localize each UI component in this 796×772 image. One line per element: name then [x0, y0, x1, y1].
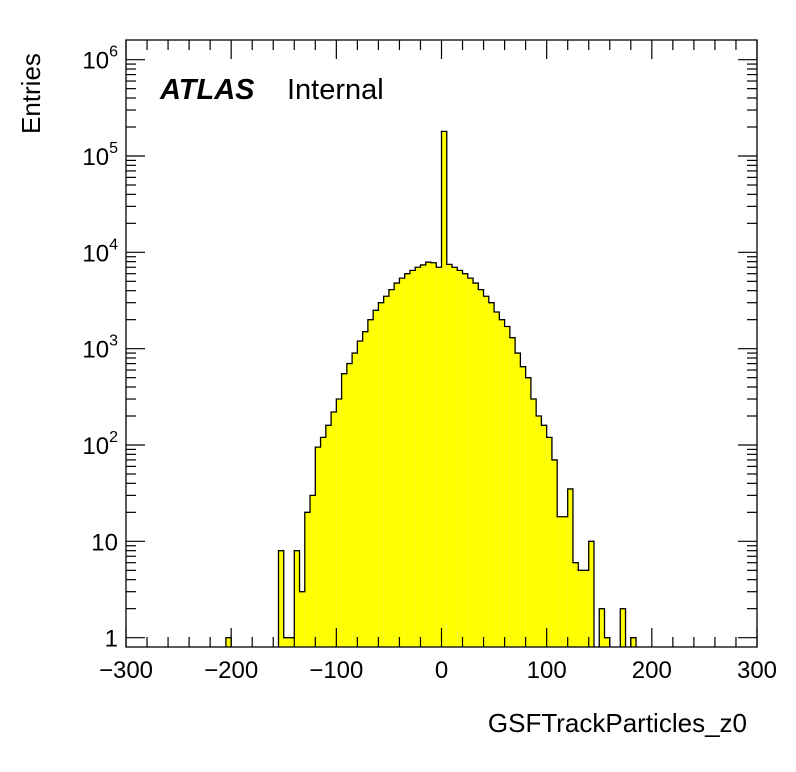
y-tick-label: 1 — [105, 626, 118, 653]
histogram-bar — [388, 289, 395, 647]
histogram-bar — [383, 296, 389, 647]
histogram-bar — [336, 399, 342, 647]
histogram-bar — [341, 373, 347, 647]
histogram-bar — [373, 310, 379, 647]
histogram-bar — [572, 562, 579, 647]
histogram-bar — [399, 278, 405, 647]
histogram-bar — [578, 570, 584, 647]
histogram-outline — [225, 130, 637, 647]
histogram-bar — [310, 495, 316, 647]
histogram-bar — [557, 516, 563, 647]
histogram-bar — [278, 550, 284, 647]
y-tick-label: 102 — [82, 429, 118, 460]
histogram-bar — [299, 591, 305, 647]
x-tick-label: 0 — [435, 657, 448, 684]
histogram-bar — [452, 267, 458, 647]
histogram-bars — [225, 131, 637, 647]
histogram-bar — [583, 570, 589, 647]
histogram-bar — [289, 637, 295, 647]
y-tick-label: 10 — [91, 529, 118, 556]
y-tick-labels: 1 10 102 103 104 105 106 — [82, 44, 118, 653]
histogram-bar — [304, 512, 311, 647]
histogram-bar — [404, 273, 410, 647]
y-tick-label: 104 — [82, 236, 118, 267]
histogram-bar — [541, 425, 547, 647]
histogram-bar — [546, 437, 552, 647]
x-tick-label: 300 — [737, 657, 777, 684]
histogram-bar — [504, 326, 510, 647]
y-tick-label: 106 — [82, 44, 118, 75]
histogram-bar — [536, 415, 542, 647]
axis-ticks — [125, 40, 758, 647]
histogram-bar — [483, 296, 489, 647]
x-tick-label: 200 — [632, 657, 672, 684]
histogram-bar — [436, 267, 442, 647]
histogram-bar — [446, 264, 453, 647]
histogram-bar — [473, 283, 479, 647]
histogram-bar — [567, 488, 573, 647]
histogram-bar — [283, 637, 290, 647]
histogram-bar — [525, 377, 531, 647]
histogram-bar — [352, 353, 358, 647]
x-tick-label: −200 — [204, 657, 258, 684]
histogram-bar — [457, 270, 463, 647]
histogram-bar — [520, 366, 526, 647]
x-tick-labels: −300 −200 −100 0 100 200 300 — [99, 657, 777, 684]
histogram-bar — [599, 608, 605, 647]
histogram-bar — [515, 353, 521, 647]
histogram-bar — [294, 550, 300, 647]
atlas-label: ATLAS — [159, 74, 255, 106]
histogram-bar — [331, 412, 337, 647]
histogram-bar — [604, 637, 610, 647]
histogram-bar — [530, 399, 537, 647]
histogram-bar — [509, 337, 516, 647]
histogram-bar — [588, 541, 594, 647]
histogram-bar — [394, 283, 400, 647]
x-tick-label: −300 — [99, 657, 153, 684]
histogram-bar — [462, 273, 468, 647]
histogram-bar — [409, 270, 416, 647]
histogram-bar — [415, 267, 421, 647]
histogram-bar — [551, 459, 558, 647]
histogram-bar — [367, 319, 374, 647]
histogram-bar — [346, 363, 353, 647]
y-tick-label: 103 — [82, 333, 118, 364]
histogram-bar — [494, 312, 500, 647]
x-axis-title: GSFTrackParticles_z0 — [488, 708, 747, 738]
histogram-bar — [441, 131, 447, 647]
internal-label: Internal — [287, 74, 384, 106]
histogram-bar — [378, 302, 384, 647]
y-tick-label: 105 — [82, 140, 118, 171]
histogram-bar — [430, 262, 437, 647]
y-axis-title: Entries — [16, 53, 46, 134]
histogram-bar — [325, 425, 332, 647]
histogram-bar — [467, 278, 474, 647]
histogram-bar — [225, 637, 232, 647]
histogram-bar — [357, 341, 363, 647]
x-tick-label: 100 — [527, 657, 567, 684]
histogram-bar — [630, 637, 637, 647]
histogram-bar — [320, 437, 326, 647]
histogram-bar — [488, 302, 495, 647]
histogram-bar — [425, 262, 431, 647]
x-tick-label: −100 — [309, 657, 363, 684]
histogram-bar — [499, 319, 505, 647]
histogram-bar — [315, 447, 321, 647]
histogram-bar — [620, 608, 626, 647]
histogram-bar — [420, 264, 426, 647]
histogram-bar — [478, 289, 484, 647]
histogram-bar — [362, 331, 368, 647]
histogram-bar — [562, 516, 568, 647]
